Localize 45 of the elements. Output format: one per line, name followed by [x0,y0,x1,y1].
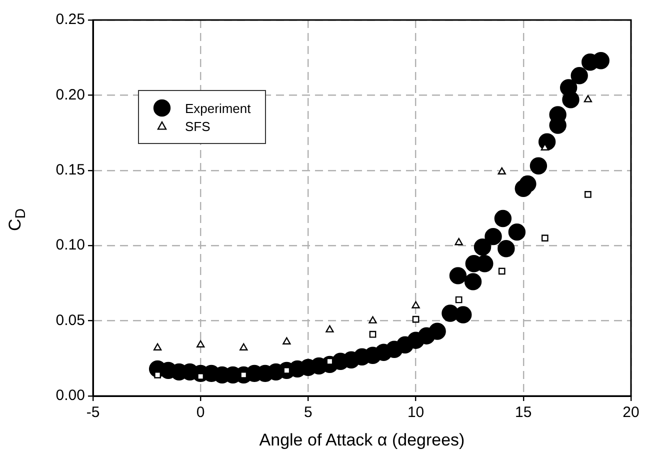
point [449,267,467,284]
point [464,273,482,290]
point [455,296,462,304]
x-axis-title: Angle of Attack α (degrees) [259,430,465,450]
point [498,268,506,275]
point [196,340,205,348]
point [494,210,512,228]
point [368,316,377,324]
point [541,234,548,242]
x-tick-label: 5 [304,404,312,422]
point [369,330,376,338]
point [153,343,162,350]
point [428,322,446,340]
x-tick-label: 15 [515,404,532,422]
point [240,343,248,350]
point [484,228,502,246]
y-tick-label: 0.25 [56,11,85,28]
point [282,337,291,344]
x-tick-label: 10 [407,404,424,422]
y-tick-label: 0.10 [56,236,85,254]
y-tick-label: 0.20 [56,86,85,104]
point [474,238,492,256]
point [498,240,515,258]
point [530,157,548,174]
point [584,95,592,102]
x-tick-label: 0 [196,404,205,422]
point [498,167,506,175]
point [508,223,526,241]
legend-label: Experiment [185,100,251,116]
point [454,238,463,246]
x-tick-label: -5 [86,404,100,422]
point [519,175,536,193]
point [412,316,420,323]
x-tick-label: 20 [622,404,640,422]
point [154,372,161,378]
point [562,91,580,108]
point [584,191,592,198]
y-tick-label: 0.15 [56,162,85,179]
point [412,301,420,308]
y-tick-label: 0.00 [56,387,85,404]
legend-label: SFS [185,118,210,134]
point [326,325,334,332]
point [570,67,588,84]
y-tick-label: 0.05 [56,312,85,329]
point [454,306,472,324]
